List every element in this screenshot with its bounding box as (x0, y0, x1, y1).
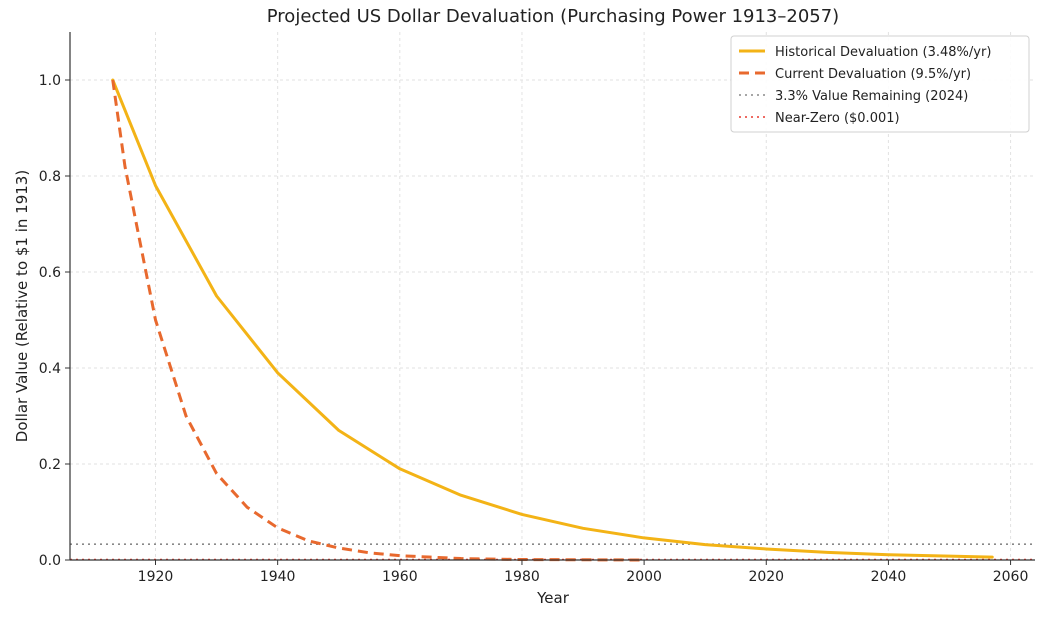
x-tick-label: 2000 (626, 569, 662, 585)
x-tick-label: 2020 (748, 569, 784, 585)
axes-layer (69, 32, 1035, 561)
legend-box (730, 35, 1030, 133)
legend-label-3: Near-Zero ($0.001) (775, 111, 900, 126)
y-tick-label: 0.8 (39, 169, 61, 185)
series-line-0 (111, 78, 994, 559)
legend: Historical Devaluation (3.48%/yr) Current… (730, 35, 1030, 133)
series-layer (70, 78, 1035, 562)
x-tick-label: 1920 (138, 569, 174, 585)
y-tick-label: 1.0 (39, 73, 61, 89)
y-axis-title: Dollar Value (Relative to $1 in 1913) (13, 170, 31, 442)
x-tick-label: 1940 (260, 569, 296, 585)
x-axis-title: Year (536, 589, 570, 607)
y-tick-label: 0.6 (39, 265, 61, 281)
legend-label-1: Current Devaluation (9.5%/yr) (775, 67, 971, 82)
y-tick-label: 0.2 (39, 457, 61, 473)
chart-title: Projected US Dollar Devaluation (Purchas… (267, 6, 839, 27)
y-tick-label: 0.0 (39, 553, 61, 569)
x-tick-label: 2040 (871, 569, 907, 585)
x-tick-label: 1960 (382, 569, 418, 585)
series-line-1 (111, 79, 645, 562)
x-tick-label: 1980 (504, 569, 540, 585)
y-tick-label: 0.4 (39, 361, 61, 377)
legend-label-2: 3.3% Value Remaining (2024) (775, 89, 968, 104)
x-tick-label: 2060 (993, 569, 1029, 585)
ticks-layer: 1920 1940 1960 1980 2000 2020 2040 2060 0.0 0.2 0.… (39, 73, 1029, 585)
legend-label-0: Historical Devaluation (3.48%/yr) (775, 45, 991, 60)
